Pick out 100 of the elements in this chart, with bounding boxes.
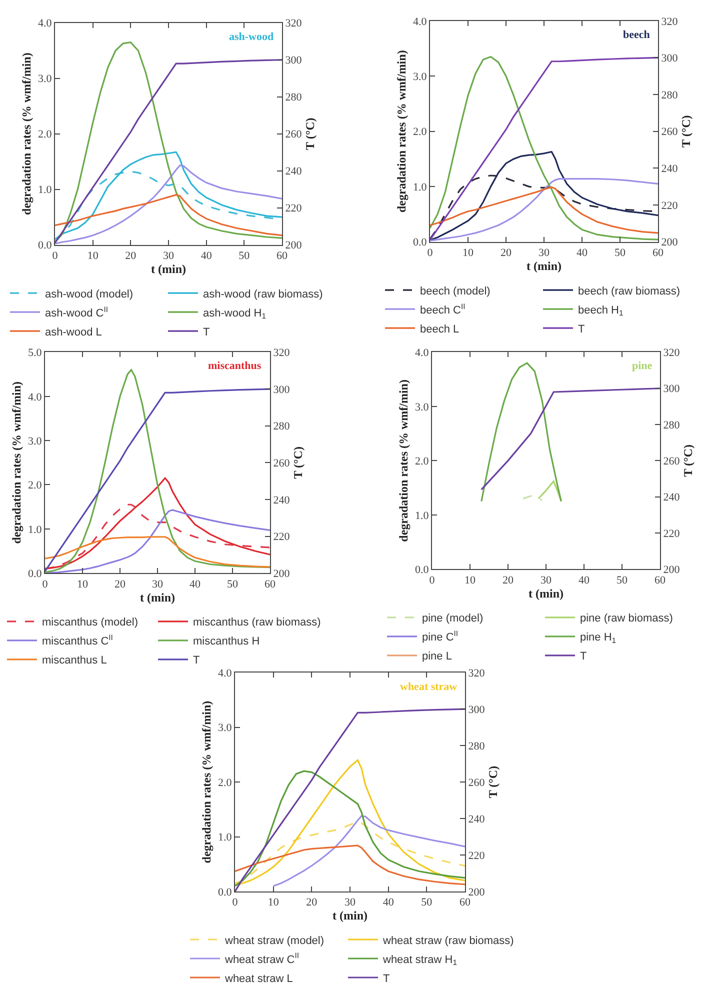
y2-tick-label: 200 — [661, 236, 678, 249]
line-series — [45, 477, 270, 570]
legend-label: miscanthus C$^{II}$ — [42, 633, 113, 648]
x-tick-label: 30 — [152, 578, 164, 590]
x-tick-label: 30 — [344, 896, 356, 909]
x-tick-label: 10 — [462, 246, 474, 259]
x-tick-label: 30 — [540, 574, 552, 586]
x-axis-title: t (min) — [151, 262, 186, 276]
y2-tick-label: 260 — [468, 776, 486, 789]
y-tick-label: 0.0 — [413, 236, 428, 249]
y-tick-label: 2.0 — [413, 126, 428, 138]
text: miscanthus — [208, 360, 262, 372]
y-tick-label: 0.0 — [38, 240, 52, 252]
x-tick-label: 30 — [538, 246, 550, 259]
y2-tick-label: 320 — [468, 667, 486, 680]
y-tick-label: 1.0 — [415, 510, 430, 522]
x-tick-label: 10 — [464, 574, 476, 586]
x-tick-label: 20 — [502, 574, 514, 586]
x-tick-label: 20 — [500, 246, 512, 259]
x-tick-label: 50 — [421, 896, 433, 909]
line-series — [430, 186, 658, 234]
y-tick-label: 2.0 — [38, 128, 52, 141]
x-tick-label: 20 — [306, 896, 318, 909]
legend-label: wheat straw (model) — [224, 934, 324, 947]
y-axis-title: degradation rates (% wmf/min) — [394, 50, 408, 212]
legend-label: ash-wood L — [45, 326, 102, 338]
y2-tick-label: 240 — [273, 494, 290, 506]
legend-label: wheat straw C$^{II}$ — [224, 951, 299, 966]
y2-tick-label: 280 — [273, 420, 290, 433]
line-series — [480, 388, 660, 490]
y-axis-title: degradation rates (% wmf/min) — [9, 382, 24, 544]
y-tick-label: 0.0 — [28, 568, 42, 580]
y-tick-label: 0.0 — [415, 564, 430, 576]
x-tick-label: 20 — [114, 578, 126, 590]
x-tick-label: 0 — [42, 578, 48, 590]
legend-label: beech (model) — [420, 285, 490, 298]
y2-axis-title: T (°C) — [486, 766, 500, 798]
y2-tick-label: 300 — [663, 383, 680, 396]
y2-axis-title: T (°C) — [303, 118, 318, 150]
y-tick-label: 1.0 — [28, 524, 42, 536]
legend-label: beech H$_{1}$ — [578, 304, 624, 318]
line-series — [430, 150, 658, 241]
y2-tick-label: 240 — [468, 813, 486, 826]
x-tick-label: 60 — [276, 250, 288, 262]
x-tick-label: 50 — [616, 574, 628, 586]
y-tick-label: 2.0 — [28, 480, 42, 492]
legend-label: miscanthus L — [42, 654, 107, 667]
legend-label: ash-wood (raw biomass) — [203, 288, 323, 300]
y2-tick-label: 240 — [661, 162, 678, 175]
x-axis-title: t (min) — [528, 586, 564, 600]
y2-tick-label: 280 — [661, 89, 678, 102]
x-tick-label: 0 — [232, 896, 238, 909]
x-tick-label: 50 — [614, 246, 626, 259]
y-tick-label: 1.0 — [38, 184, 52, 196]
x-tick-label: 0 — [429, 574, 436, 586]
legend-label: ash-wood H$_{1}$ — [203, 307, 266, 321]
legend-label: pine (model) — [422, 612, 484, 625]
text: pine — [632, 360, 652, 372]
x-tick-label: 0 — [427, 246, 434, 259]
y-tick-label: 4.0 — [218, 667, 232, 680]
text: beech — [623, 29, 650, 41]
x-tick-label: 10 — [268, 896, 280, 909]
y-tick-label: 4.0 — [38, 18, 52, 30]
legend-label: miscanthus H — [193, 636, 260, 648]
y2-tick-label: 280 — [285, 92, 302, 104]
legend-label: miscanthus (model) — [42, 616, 138, 629]
y2-tick-label: 260 — [273, 458, 290, 470]
legend-label: T — [203, 326, 210, 338]
line-series — [45, 536, 270, 568]
y-tick-label: 3.0 — [28, 435, 42, 448]
x-tick-label: 40 — [576, 246, 588, 259]
y2-tick-label: 300 — [661, 52, 678, 65]
y2-axis-title: T (°C) — [679, 115, 694, 148]
y-tick-label: 2.0 — [218, 776, 232, 789]
line-series — [55, 194, 282, 236]
line-series — [272, 815, 465, 887]
x-tick-label: 50 — [227, 578, 238, 590]
y-tick-label: 0.0 — [218, 886, 232, 898]
legend-label: pine H$_{1}$ — [580, 632, 616, 646]
x-tick-label: 10 — [77, 578, 88, 590]
x-axis-title: t (min) — [140, 590, 175, 604]
legend-label: ash-wood (model) — [45, 288, 134, 300]
line-series — [235, 820, 465, 884]
legend-label: T — [193, 654, 200, 667]
x-tick-label: 60 — [264, 578, 276, 590]
legend-label: beech L — [420, 323, 460, 336]
y2-tick-label: 320 — [661, 16, 678, 28]
y2-tick-label: 220 — [285, 202, 302, 215]
x-tick-label: 40 — [190, 578, 201, 590]
x-tick-label: 20 — [125, 250, 137, 262]
legend-label: wheat straw H$_{1}$ — [382, 954, 457, 968]
legend-label: T — [383, 972, 390, 985]
y-tick-label: 4.0 — [28, 391, 42, 404]
y-tick-label: 1.0 — [413, 181, 428, 194]
y2-axis-title: T (°C) — [291, 446, 306, 479]
text: ash-wood — [229, 31, 274, 43]
y-tick-label: 4.0 — [415, 347, 430, 360]
legend-label: wheat straw (raw biomass) — [382, 934, 514, 947]
y-axis-title: degradation rates (% wmf/min) — [19, 52, 34, 215]
y-tick-label: 3.0 — [38, 73, 52, 86]
